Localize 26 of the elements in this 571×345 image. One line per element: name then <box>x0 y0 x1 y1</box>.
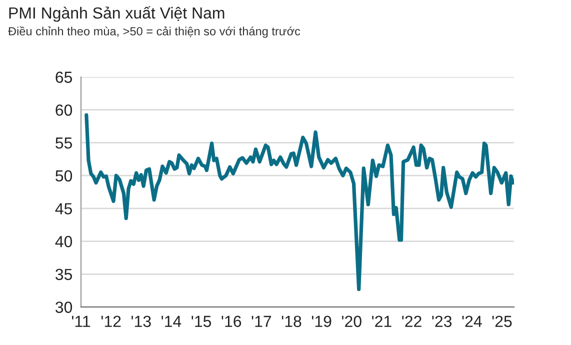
y-tick-label: 55 <box>56 138 72 149</box>
x-tick-label: '24 <box>462 316 482 327</box>
x-tick-label: '21 <box>372 316 392 327</box>
y-tick-label: 40 <box>55 236 72 248</box>
chart-subtitle: Điều chỉnh theo mùa, >50 = cải thiện so với tháng trước <box>8 26 300 38</box>
x-tick-label: '19 <box>312 316 332 328</box>
x-tick-label: '15 <box>192 316 212 328</box>
x-tick-label: '25 <box>492 316 512 328</box>
x-tick-label: '17 <box>252 316 272 327</box>
x-tick-label: '23 <box>432 316 452 328</box>
y-tick-label: 50 <box>56 170 72 182</box>
y-tick-label: 30 <box>56 302 72 313</box>
line-series <box>84 113 514 292</box>
x-tick-label: '20 <box>342 316 362 328</box>
x-tick-label: '12 <box>101 316 121 327</box>
x-tick-label: '18 <box>282 316 302 328</box>
y-tick-label: 35 <box>56 268 72 280</box>
y-tick-label: 45 <box>55 203 72 214</box>
x-tick-label: '13 <box>132 316 151 328</box>
x-tick-label: '22 <box>402 316 422 327</box>
x-tick-label: '14 <box>162 316 182 327</box>
chart-title: PMI Ngành Sản xuất Việt Nam <box>9 6 224 22</box>
y-tick-label: 60 <box>56 104 72 116</box>
x-tick-label: '16 <box>222 316 242 328</box>
y-tick-label: 65 <box>56 72 72 83</box>
x-tick-label: '11 <box>72 316 90 327</box>
